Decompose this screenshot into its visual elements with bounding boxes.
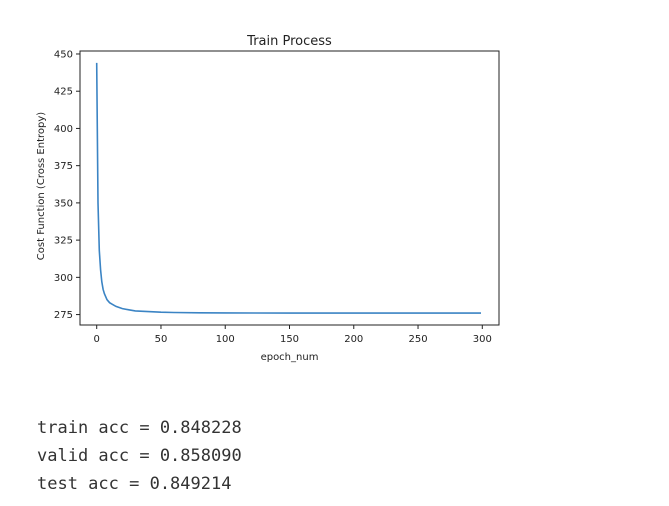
x-axis-label: epoch_num <box>261 352 319 363</box>
chart-title: Train Process <box>246 34 332 49</box>
y-tick-label: 350 <box>54 198 73 209</box>
x-tick-label: 50 <box>155 334 168 345</box>
loss-series-line <box>95 62 481 314</box>
valid-acc-output: valid acc = 0.858090 <box>37 446 242 466</box>
y-tick-label: 375 <box>54 161 73 172</box>
y-tick-label: 400 <box>54 124 73 135</box>
y-axis-label: Cost Function (Cross Entropy) <box>36 112 47 260</box>
y-tick-label: 325 <box>54 236 73 247</box>
x-tick-label: 200 <box>344 334 363 345</box>
plot-frame <box>79 50 500 326</box>
y-tick-label: 450 <box>54 49 73 60</box>
train-acc-output: train acc = 0.848228 <box>37 418 242 438</box>
y-tick-label: 425 <box>54 87 73 98</box>
x-tick-label: 150 <box>280 334 299 345</box>
y-tick-label: 275 <box>54 310 73 321</box>
test-acc-output: test acc = 0.849214 <box>37 474 232 494</box>
chart-container: 0 50 100 150 200 250 300 275 300 325 350 375 400 425 4… <box>36 34 500 363</box>
x-tick-label: 250 <box>408 334 427 345</box>
x-tick-label: 300 <box>473 334 492 345</box>
training-loss-chart: 0 50 100 150 200 250 300 275 300 325 350 375 400 425 4… <box>36 34 500 363</box>
x-tick-label: 100 <box>216 334 235 345</box>
y-tick-label: 300 <box>54 273 73 284</box>
x-tick-label: 0 <box>94 334 100 345</box>
